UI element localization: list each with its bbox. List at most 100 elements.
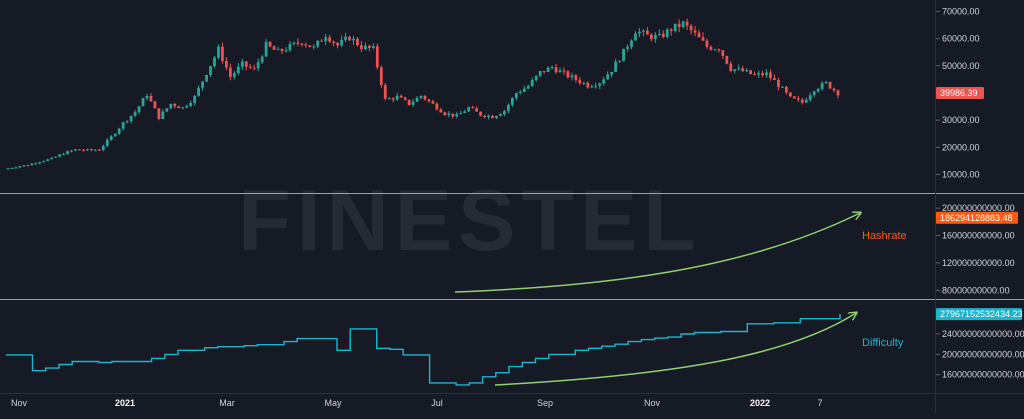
price-candle xyxy=(467,107,471,112)
price-candle xyxy=(471,107,475,109)
price-candle xyxy=(725,55,729,64)
price-candle xyxy=(260,56,264,63)
price-candle xyxy=(308,45,312,48)
price-candle xyxy=(272,46,276,50)
price-candle xyxy=(181,107,185,109)
hashrate-pane[interactable]: Hashrate xyxy=(6,0,907,242)
price-candle xyxy=(570,75,574,78)
price-candle xyxy=(820,83,824,89)
hashrate-y-tick-label: 160000000000.00 xyxy=(942,231,1015,241)
price-candle xyxy=(97,149,101,151)
annotations xyxy=(454,213,860,386)
price-candle xyxy=(407,99,411,105)
price-candle xyxy=(435,103,439,110)
price-candle xyxy=(371,46,375,48)
price-candle xyxy=(800,99,804,103)
price-candle xyxy=(538,71,542,76)
price-candle xyxy=(816,88,820,92)
price-candle xyxy=(375,46,379,68)
price-candle xyxy=(173,103,177,107)
price-candle xyxy=(268,41,272,47)
price-candle xyxy=(657,33,661,35)
hashrate-y-tick-label: 80000000000.00 xyxy=(942,285,1010,295)
price-candle xyxy=(673,23,677,32)
price-candle xyxy=(483,115,486,118)
price-candle xyxy=(804,99,808,103)
price-candle xyxy=(792,96,796,99)
price-candle xyxy=(550,67,554,69)
price-candle xyxy=(62,154,65,156)
price-candle xyxy=(661,33,665,37)
price-candle xyxy=(761,73,764,76)
price-candle xyxy=(383,84,387,99)
price-candle xyxy=(737,68,741,70)
price-candle xyxy=(451,113,455,117)
price-candle xyxy=(153,101,157,109)
price-candle xyxy=(367,45,371,48)
price-candle xyxy=(491,115,494,119)
price-candle xyxy=(125,121,129,123)
hashrate-y-tick-label: 120000000000.00 xyxy=(942,258,1015,268)
price-candle xyxy=(423,95,427,100)
price-candle xyxy=(634,33,637,41)
price-candle xyxy=(574,75,578,80)
price-candle xyxy=(518,91,522,94)
price-candle xyxy=(812,91,816,96)
price-candle xyxy=(717,49,721,51)
price-candle xyxy=(117,128,121,134)
price-candle xyxy=(74,149,77,151)
price-candle xyxy=(439,109,443,113)
time-axis-label: 7 xyxy=(817,398,822,408)
price-candle xyxy=(566,71,570,78)
time-axis-label: 2021 xyxy=(115,398,135,408)
price-candle xyxy=(586,82,590,88)
time-axis-label: Mar xyxy=(219,398,235,408)
price-candle xyxy=(542,71,546,73)
price-candle xyxy=(356,38,359,46)
price-candle xyxy=(534,75,538,81)
price-candle xyxy=(741,68,745,72)
price-candle xyxy=(157,108,161,119)
price-candle xyxy=(34,163,38,165)
difficulty-pane[interactable]: Difficulty xyxy=(6,314,904,386)
price-candle xyxy=(340,39,343,46)
price-candle xyxy=(197,87,201,96)
price-candle xyxy=(526,86,530,89)
time-axis-label: Nov xyxy=(644,398,661,408)
price-candle xyxy=(248,66,252,68)
price-candle xyxy=(244,61,248,67)
price-candle xyxy=(22,165,26,167)
price-candle xyxy=(379,67,383,85)
price-candle xyxy=(602,79,606,84)
price-candle xyxy=(836,90,840,96)
price-candle xyxy=(522,88,526,92)
price-candle xyxy=(808,95,812,100)
price-y-tick-label: 50000.00 xyxy=(942,61,980,71)
price-candle xyxy=(506,104,510,111)
price-candle xyxy=(824,82,828,84)
price-candle xyxy=(463,111,467,114)
time-axis-label: Sep xyxy=(537,398,553,408)
price-candle xyxy=(788,92,792,97)
price-candle xyxy=(395,95,399,100)
price-candle xyxy=(225,60,228,68)
price-candle xyxy=(105,139,109,146)
price-candle xyxy=(399,95,403,98)
price-candle xyxy=(165,108,169,112)
price-candle xyxy=(205,74,208,82)
price-candle xyxy=(514,93,518,99)
price-candles xyxy=(6,18,840,170)
price-candle xyxy=(66,151,69,155)
price-candle xyxy=(58,154,62,157)
price-pane[interactable] xyxy=(6,18,840,170)
price-candle xyxy=(411,101,415,105)
price-candle xyxy=(10,168,14,170)
price-candle xyxy=(46,159,50,162)
price-candle xyxy=(503,110,506,115)
price-candle xyxy=(582,82,586,84)
price-last-value-tag xyxy=(936,86,984,99)
price-candle xyxy=(713,49,717,51)
price-candle xyxy=(499,114,502,116)
price-candle xyxy=(89,149,93,151)
